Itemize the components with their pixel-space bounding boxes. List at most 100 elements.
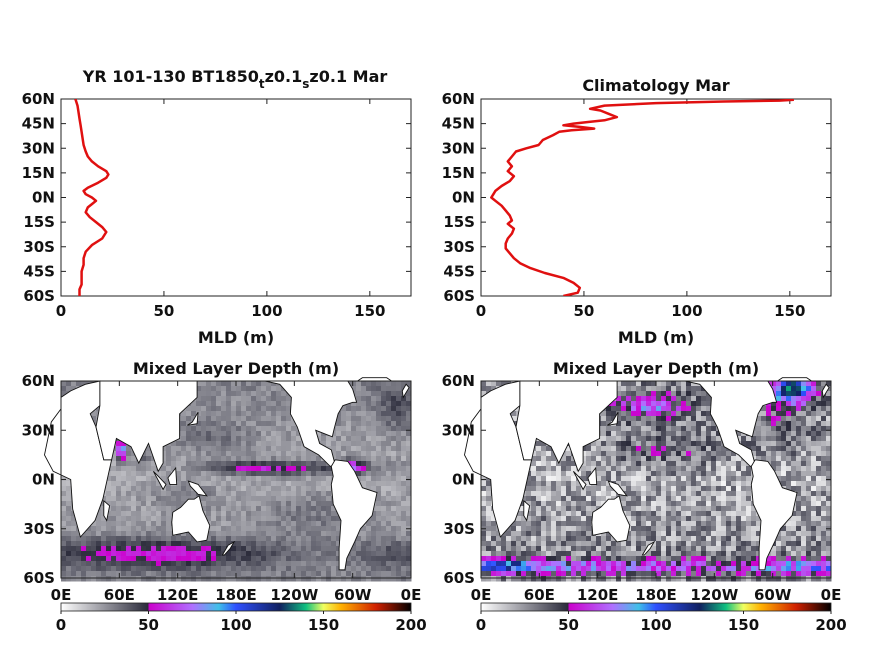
field-cell xyxy=(381,511,387,517)
field-cell xyxy=(266,461,272,467)
field-cell xyxy=(621,446,627,452)
field-cell xyxy=(201,571,207,577)
field-cell xyxy=(651,441,657,447)
field-cell xyxy=(646,526,652,532)
field-cell xyxy=(176,451,182,457)
field-cell xyxy=(401,421,407,427)
field-cell xyxy=(676,471,682,477)
field-cell xyxy=(211,406,217,412)
field-cell xyxy=(331,536,337,542)
field-cell xyxy=(646,416,652,422)
field-cell xyxy=(206,461,212,467)
field-cell xyxy=(381,496,387,502)
field-cell xyxy=(636,431,642,437)
field-cell xyxy=(106,556,112,562)
field-cell xyxy=(251,551,257,557)
field-cell xyxy=(266,521,272,527)
field-cell xyxy=(701,576,707,582)
field-cell xyxy=(231,421,237,427)
field-cell xyxy=(196,431,202,437)
field-cell xyxy=(606,476,612,482)
field-cell xyxy=(276,476,282,482)
field-cell xyxy=(246,481,252,487)
field-cell xyxy=(146,546,152,552)
field-cell xyxy=(636,476,642,482)
field-cell xyxy=(496,561,502,567)
field-cell xyxy=(556,466,562,472)
field-cell xyxy=(656,441,662,447)
field-cell xyxy=(296,541,302,547)
field-cell xyxy=(661,576,667,582)
field-cell xyxy=(121,481,127,487)
field-cell xyxy=(81,556,87,562)
field-cell xyxy=(526,546,532,552)
field-cell xyxy=(61,576,67,582)
field-cell xyxy=(586,571,592,577)
field-cell xyxy=(696,401,702,407)
field-cell xyxy=(601,421,607,427)
field-cell xyxy=(256,471,262,477)
field-cell xyxy=(556,551,562,557)
field-cell xyxy=(226,386,232,392)
field-cell xyxy=(586,536,592,542)
field-cell xyxy=(686,391,692,397)
field-cell xyxy=(81,536,87,542)
field-cell xyxy=(361,411,367,417)
field-cell xyxy=(101,536,107,542)
field-cell xyxy=(301,481,307,487)
field-cell xyxy=(206,516,212,522)
field-cell xyxy=(636,386,642,392)
field-cell xyxy=(566,491,572,497)
field-cell xyxy=(681,481,687,487)
field-cell xyxy=(256,551,262,557)
field-cell xyxy=(381,491,387,497)
field-cell xyxy=(181,536,187,542)
field-cell xyxy=(281,391,287,397)
field-cell xyxy=(266,576,272,582)
field-cell xyxy=(606,576,612,582)
field-cell xyxy=(561,461,567,467)
field-cell xyxy=(606,426,612,432)
field-cell xyxy=(381,541,387,547)
field-cell xyxy=(131,476,137,482)
field-cell xyxy=(321,536,327,542)
field-cell xyxy=(226,566,232,572)
field-cell xyxy=(556,516,562,522)
field-cell xyxy=(546,506,552,512)
field-cell xyxy=(136,531,142,537)
field-cell xyxy=(251,521,257,527)
field-cell xyxy=(666,461,672,467)
field-cell xyxy=(561,521,567,527)
field-cell xyxy=(491,556,497,562)
field-cell xyxy=(581,471,587,477)
field-cell xyxy=(676,431,682,437)
field-cell xyxy=(266,456,272,462)
field-cell xyxy=(156,561,162,567)
field-cell xyxy=(246,436,252,442)
field-cell xyxy=(396,401,402,407)
field-cell xyxy=(261,406,267,412)
field-cell xyxy=(316,556,322,562)
field-cell xyxy=(696,386,702,392)
field-cell xyxy=(566,511,572,517)
field-cell xyxy=(636,486,642,492)
field-cell xyxy=(401,571,407,577)
field-cell xyxy=(556,481,562,487)
field-cell xyxy=(681,566,687,572)
field-cell xyxy=(401,416,407,422)
field-cell xyxy=(71,551,77,557)
field-cell xyxy=(306,481,312,487)
field-cell xyxy=(611,411,617,417)
field-cell xyxy=(241,501,247,507)
field-cell xyxy=(636,531,642,537)
field-cell xyxy=(661,511,667,517)
field-cell xyxy=(706,501,712,507)
field-cell xyxy=(206,456,212,462)
field-cell xyxy=(636,491,642,497)
field-cell xyxy=(711,476,717,482)
field-cell xyxy=(211,501,217,507)
field-cell xyxy=(166,576,172,582)
field-cell xyxy=(596,561,602,567)
field-cell xyxy=(666,471,672,477)
